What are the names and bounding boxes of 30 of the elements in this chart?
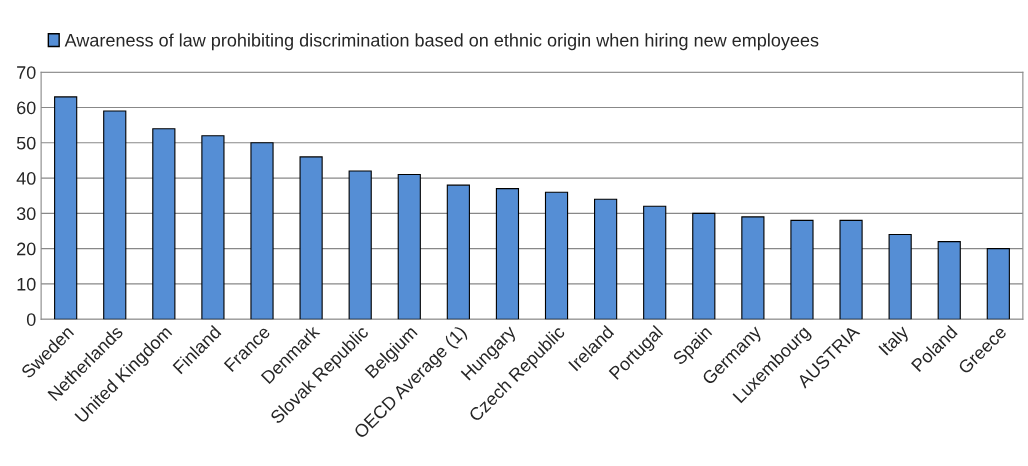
- bar: [397, 173, 421, 320]
- bar: [986, 248, 1010, 320]
- y-tick-label: 60: [17, 101, 36, 115]
- bar: [937, 241, 961, 320]
- bar: [299, 156, 323, 320]
- bar: [544, 191, 569, 320]
- bar: [250, 142, 274, 320]
- y-tick-label: 10: [17, 277, 36, 291]
- bar: [839, 219, 863, 320]
- y-tick-label: 20: [17, 242, 36, 256]
- bar: [152, 128, 176, 320]
- bar: [692, 212, 716, 320]
- y-tick-label: 40: [16, 172, 36, 185]
- bar: [790, 219, 814, 320]
- y-tick-label: 0: [26, 313, 36, 326]
- y-tick-label: 50: [16, 136, 36, 150]
- legend-label: Awareness of law prohibiting discrimination based on ethnic origin when hiring new employees: [64, 33, 819, 51]
- bar: [103, 110, 127, 320]
- x-tick-label: Italy: [877, 324, 913, 359]
- bar: [54, 96, 78, 320]
- bar: [643, 205, 667, 320]
- bar: [348, 170, 372, 320]
- y-tick-label: 70: [17, 66, 36, 79]
- y-tick-label: 30: [16, 207, 36, 221]
- bar: [741, 216, 765, 320]
- bar: [446, 184, 470, 320]
- bar: [495, 188, 520, 320]
- bar: [594, 198, 618, 320]
- bar: [888, 233, 912, 320]
- bar: [201, 135, 225, 320]
